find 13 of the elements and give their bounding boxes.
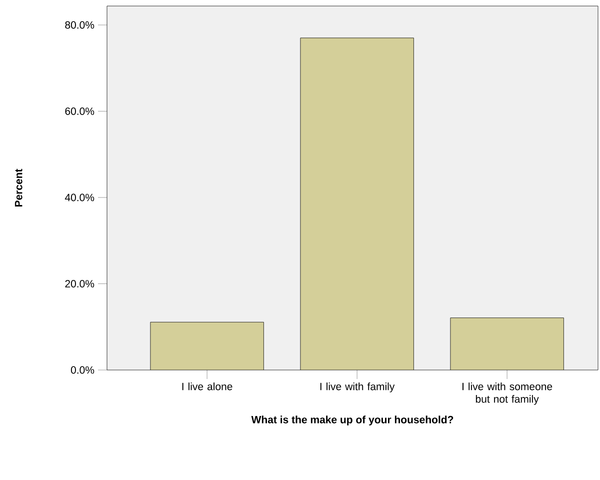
y-tick-label: 80.0% bbox=[65, 21, 94, 29]
y-tick-label: 60.0% bbox=[65, 108, 94, 115]
y-tick-label: 40.0% bbox=[64, 194, 94, 202]
bar bbox=[150, 322, 264, 370]
x-tick-label: I live with family bbox=[320, 382, 395, 392]
bar bbox=[450, 318, 564, 370]
bar bbox=[300, 38, 414, 370]
x-axis-title: What is the make up of your household? bbox=[251, 416, 454, 426]
x-tick-label: I live with someone but not family bbox=[462, 382, 552, 405]
y-tick-label: 0.0% bbox=[70, 366, 94, 374]
y-tick-label: 20.0% bbox=[65, 280, 94, 288]
x-tick-label: I live alone bbox=[182, 382, 232, 390]
y-axis-title: Percent bbox=[14, 168, 22, 207]
